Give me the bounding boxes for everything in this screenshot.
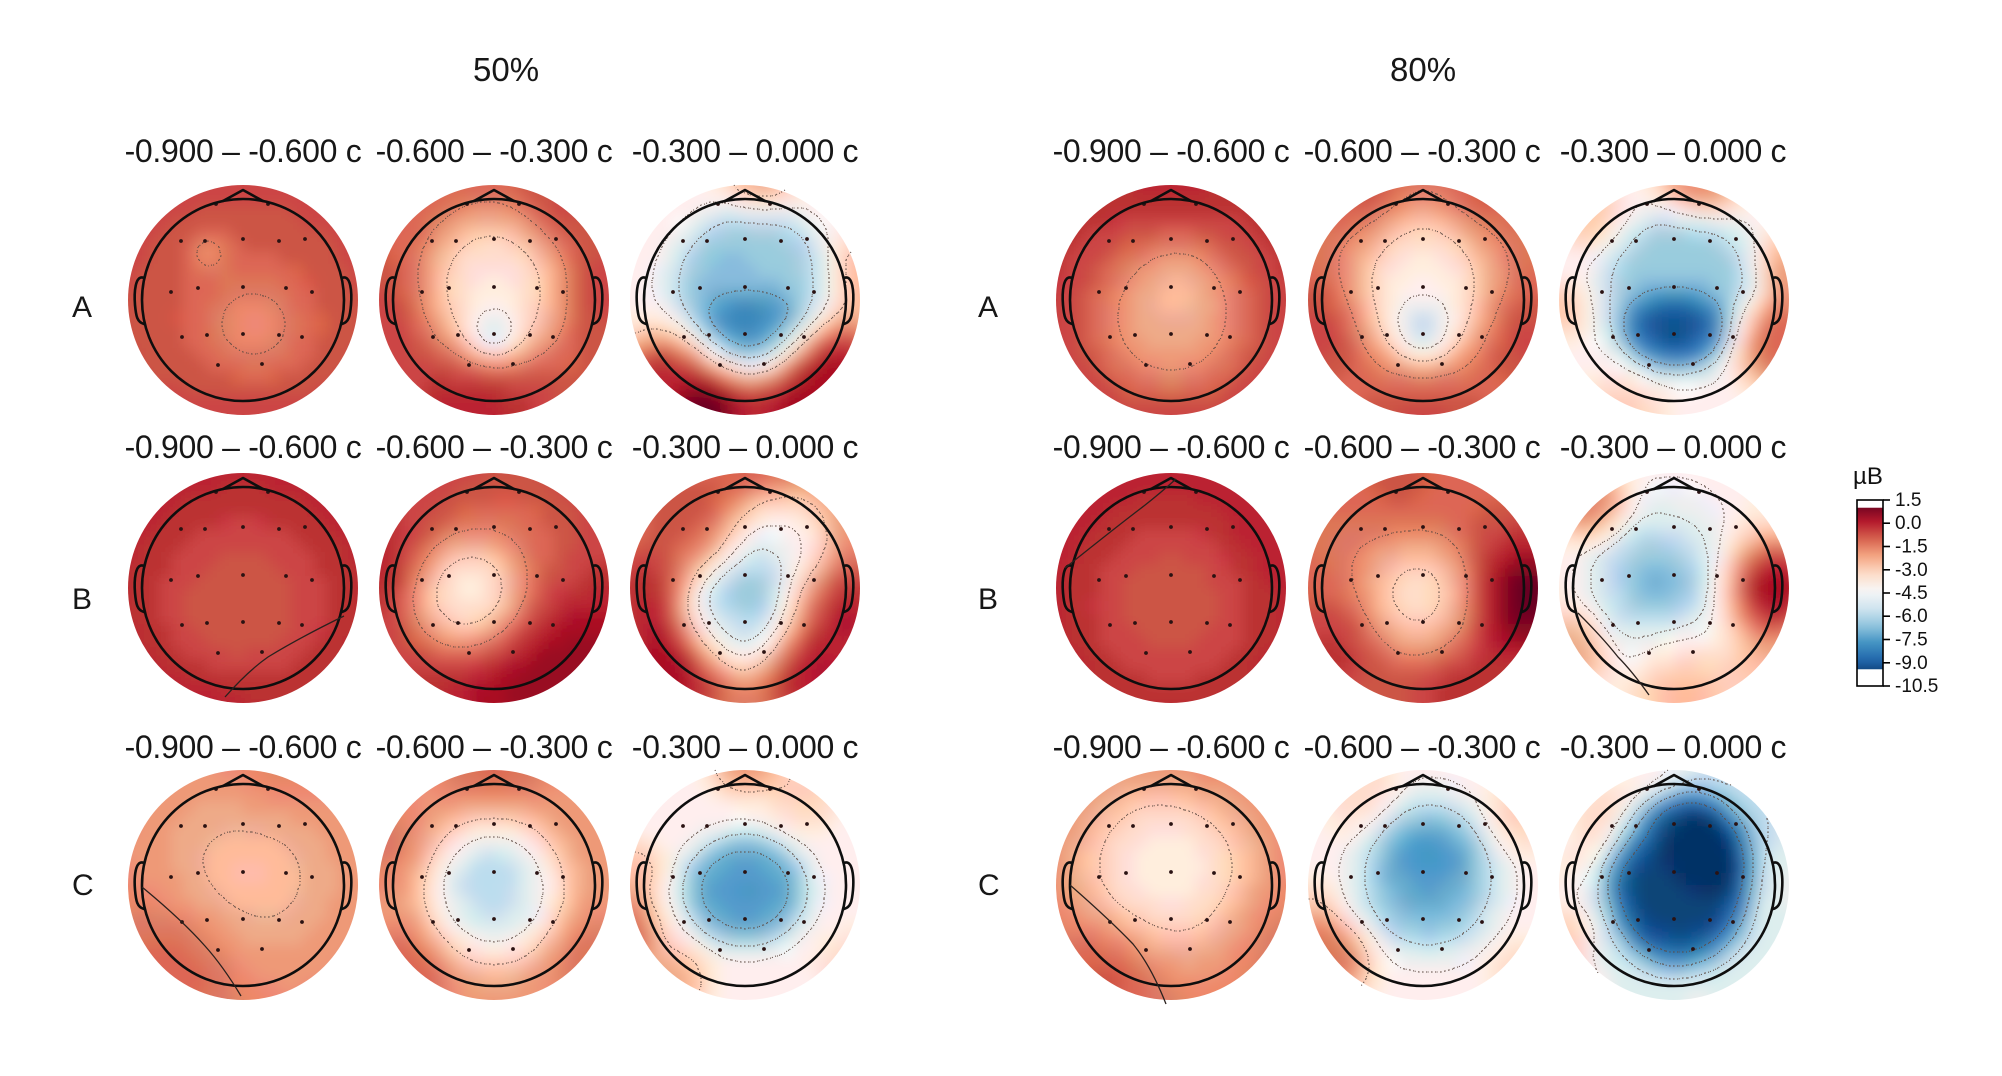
svg-text:-9.0: -9.0 <box>1895 653 1928 674</box>
svg-text:µB: µB <box>1853 463 1883 490</box>
svg-text:-3.0: -3.0 <box>1895 560 1928 581</box>
svg-text:-6.0: -6.0 <box>1895 606 1928 627</box>
svg-text:1.5: 1.5 <box>1895 490 1921 511</box>
svg-text:-7.5: -7.5 <box>1895 630 1928 651</box>
svg-text:-4.5: -4.5 <box>1895 583 1928 604</box>
svg-text:-10.5: -10.5 <box>1895 676 1938 697</box>
svg-text:-1.5: -1.5 <box>1895 537 1928 558</box>
svg-text:0.0: 0.0 <box>1895 513 1921 534</box>
